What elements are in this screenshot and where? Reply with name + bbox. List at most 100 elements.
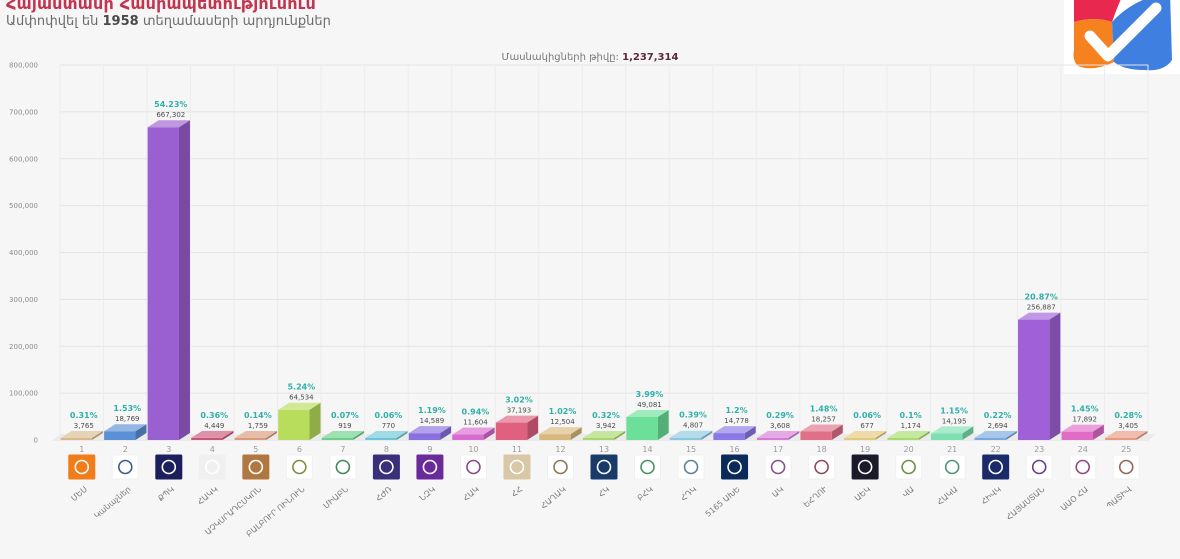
bar [930,426,974,440]
party-number: 7 [340,445,345,454]
bar-front [800,431,832,440]
bar-front [930,433,963,440]
bar-front [104,431,136,440]
bar-front [582,438,615,440]
bar-percent-label: 0.29% [766,411,794,420]
party-name-label: ԵՀՂՈՒ [802,484,830,509]
party-logo-icon [503,454,531,480]
party-number: 18 [817,445,827,454]
bar-top [843,431,887,438]
subtitle-prefix: Ամփոփվել են [6,14,99,29]
party-logo-icon [721,454,749,480]
bar-value-label: 14,589 [420,417,445,425]
party-number: 13 [599,445,609,454]
bar-front [452,434,484,440]
bar-top [1061,424,1104,432]
party-number: 20 [904,445,914,454]
bar-top [974,431,1017,438]
bar-side [178,120,190,441]
bar-top [191,430,234,438]
y-tick-label: 800,000 [9,62,38,70]
bar-front [843,438,876,440]
bar-value-label: 4,449 [204,422,224,430]
voter-turnout: Մասնակիցների թիվը: 1,237,314 [0,52,1180,63]
bar-side [875,431,887,440]
bar-top [278,402,321,410]
chart-grid [52,64,1156,442]
party-number: 8 [384,445,389,454]
bar-percent-label: 3.02% [505,396,533,405]
bar [1105,431,1148,440]
bar-value-label: 3,765 [74,422,94,430]
bar-value-label: 14,778 [724,417,749,425]
party-number: 19 [860,445,870,454]
bar-value-label: 18,769 [115,415,140,423]
bar [582,431,626,440]
bar-side [135,424,147,440]
bar-front [191,437,223,440]
bar-value-label: 919 [338,422,351,430]
bar [1061,424,1104,440]
bar-side [91,431,103,440]
party-name-label: ՀԴԿ [679,485,698,503]
voter-turnout-label: Մասնակիցների թիվը: [501,52,619,63]
bar [539,427,582,440]
bar-percent-label: 0.39% [679,411,707,420]
bar-top [1018,312,1061,320]
page-subtitle: Ամփոփվել են 1958 տեղամասերի արդյունքներ [6,14,331,29]
party-logo-icon [416,454,444,480]
party-name-label: ՄԻԱԲՆ [322,485,351,511]
bar-front [756,438,789,440]
party-name-label: ՀԱԿ [461,485,480,503]
party-name-label: ՄԵՍ [69,485,89,504]
party-name-label: ՀԱՂԱԿ [539,485,568,511]
party-logo-icon [546,454,574,480]
bar [843,431,887,440]
bar [408,426,452,440]
bar-percent-label: 0.32% [592,411,620,420]
bar-value-label: 14,195 [942,417,967,425]
bar-percent-label: 54.23% [154,100,187,109]
bar-value-label: 1,174 [901,422,922,430]
party-logo-icon [1112,454,1140,480]
party-name-label: ՀԱԿԱ [935,485,959,507]
party-logo-icon [938,454,966,480]
party-logo-icon [1025,454,1053,480]
bar-side [962,426,974,440]
bar-percent-label: 20.87% [1025,293,1058,302]
bar [147,120,190,441]
y-tick-label: 300,000 [9,296,38,304]
bar-percent-label: 0.22% [984,411,1012,420]
bar-front [495,422,528,440]
bar-top [452,427,495,435]
bar-percent-label: 1.19% [418,406,446,415]
party-name-label: ՀԱՅԱՍՏԱՆ [1004,485,1046,522]
party-number: 14 [642,445,652,454]
page-title: Հայաստանի Հանրապետությունում [6,0,317,13]
party-name-label: ՀԻՎԿ [979,485,1003,507]
bar-top [321,431,365,438]
party-logo-icon [677,454,705,480]
party-name-label: Կանաչներ [92,485,132,521]
party-logo-icon [68,454,96,480]
bar-value-label: 3,405 [1118,422,1138,430]
party-number: 3 [166,445,171,454]
bar-front [278,409,310,440]
bar [104,424,147,440]
party-logo-icon [808,454,836,480]
bar-percent-label: 0.06% [375,411,403,420]
bar-percent-label: 0.31% [70,411,98,420]
party-number: 5 [253,445,258,454]
bar-front [713,433,745,440]
party-name-label: ՀԱԿԿ [196,485,220,507]
bar-top [60,431,103,438]
party-logo-icon [895,454,923,480]
checkmark-logo-icon [1064,0,1180,74]
bar-value-label: 3,608 [770,422,790,430]
party-number: 25 [1121,445,1131,454]
bar-percent-label: 0.06% [853,411,881,420]
bar [495,415,539,440]
bar-side [788,431,800,440]
bar-percent-label: 1.15% [940,406,968,415]
